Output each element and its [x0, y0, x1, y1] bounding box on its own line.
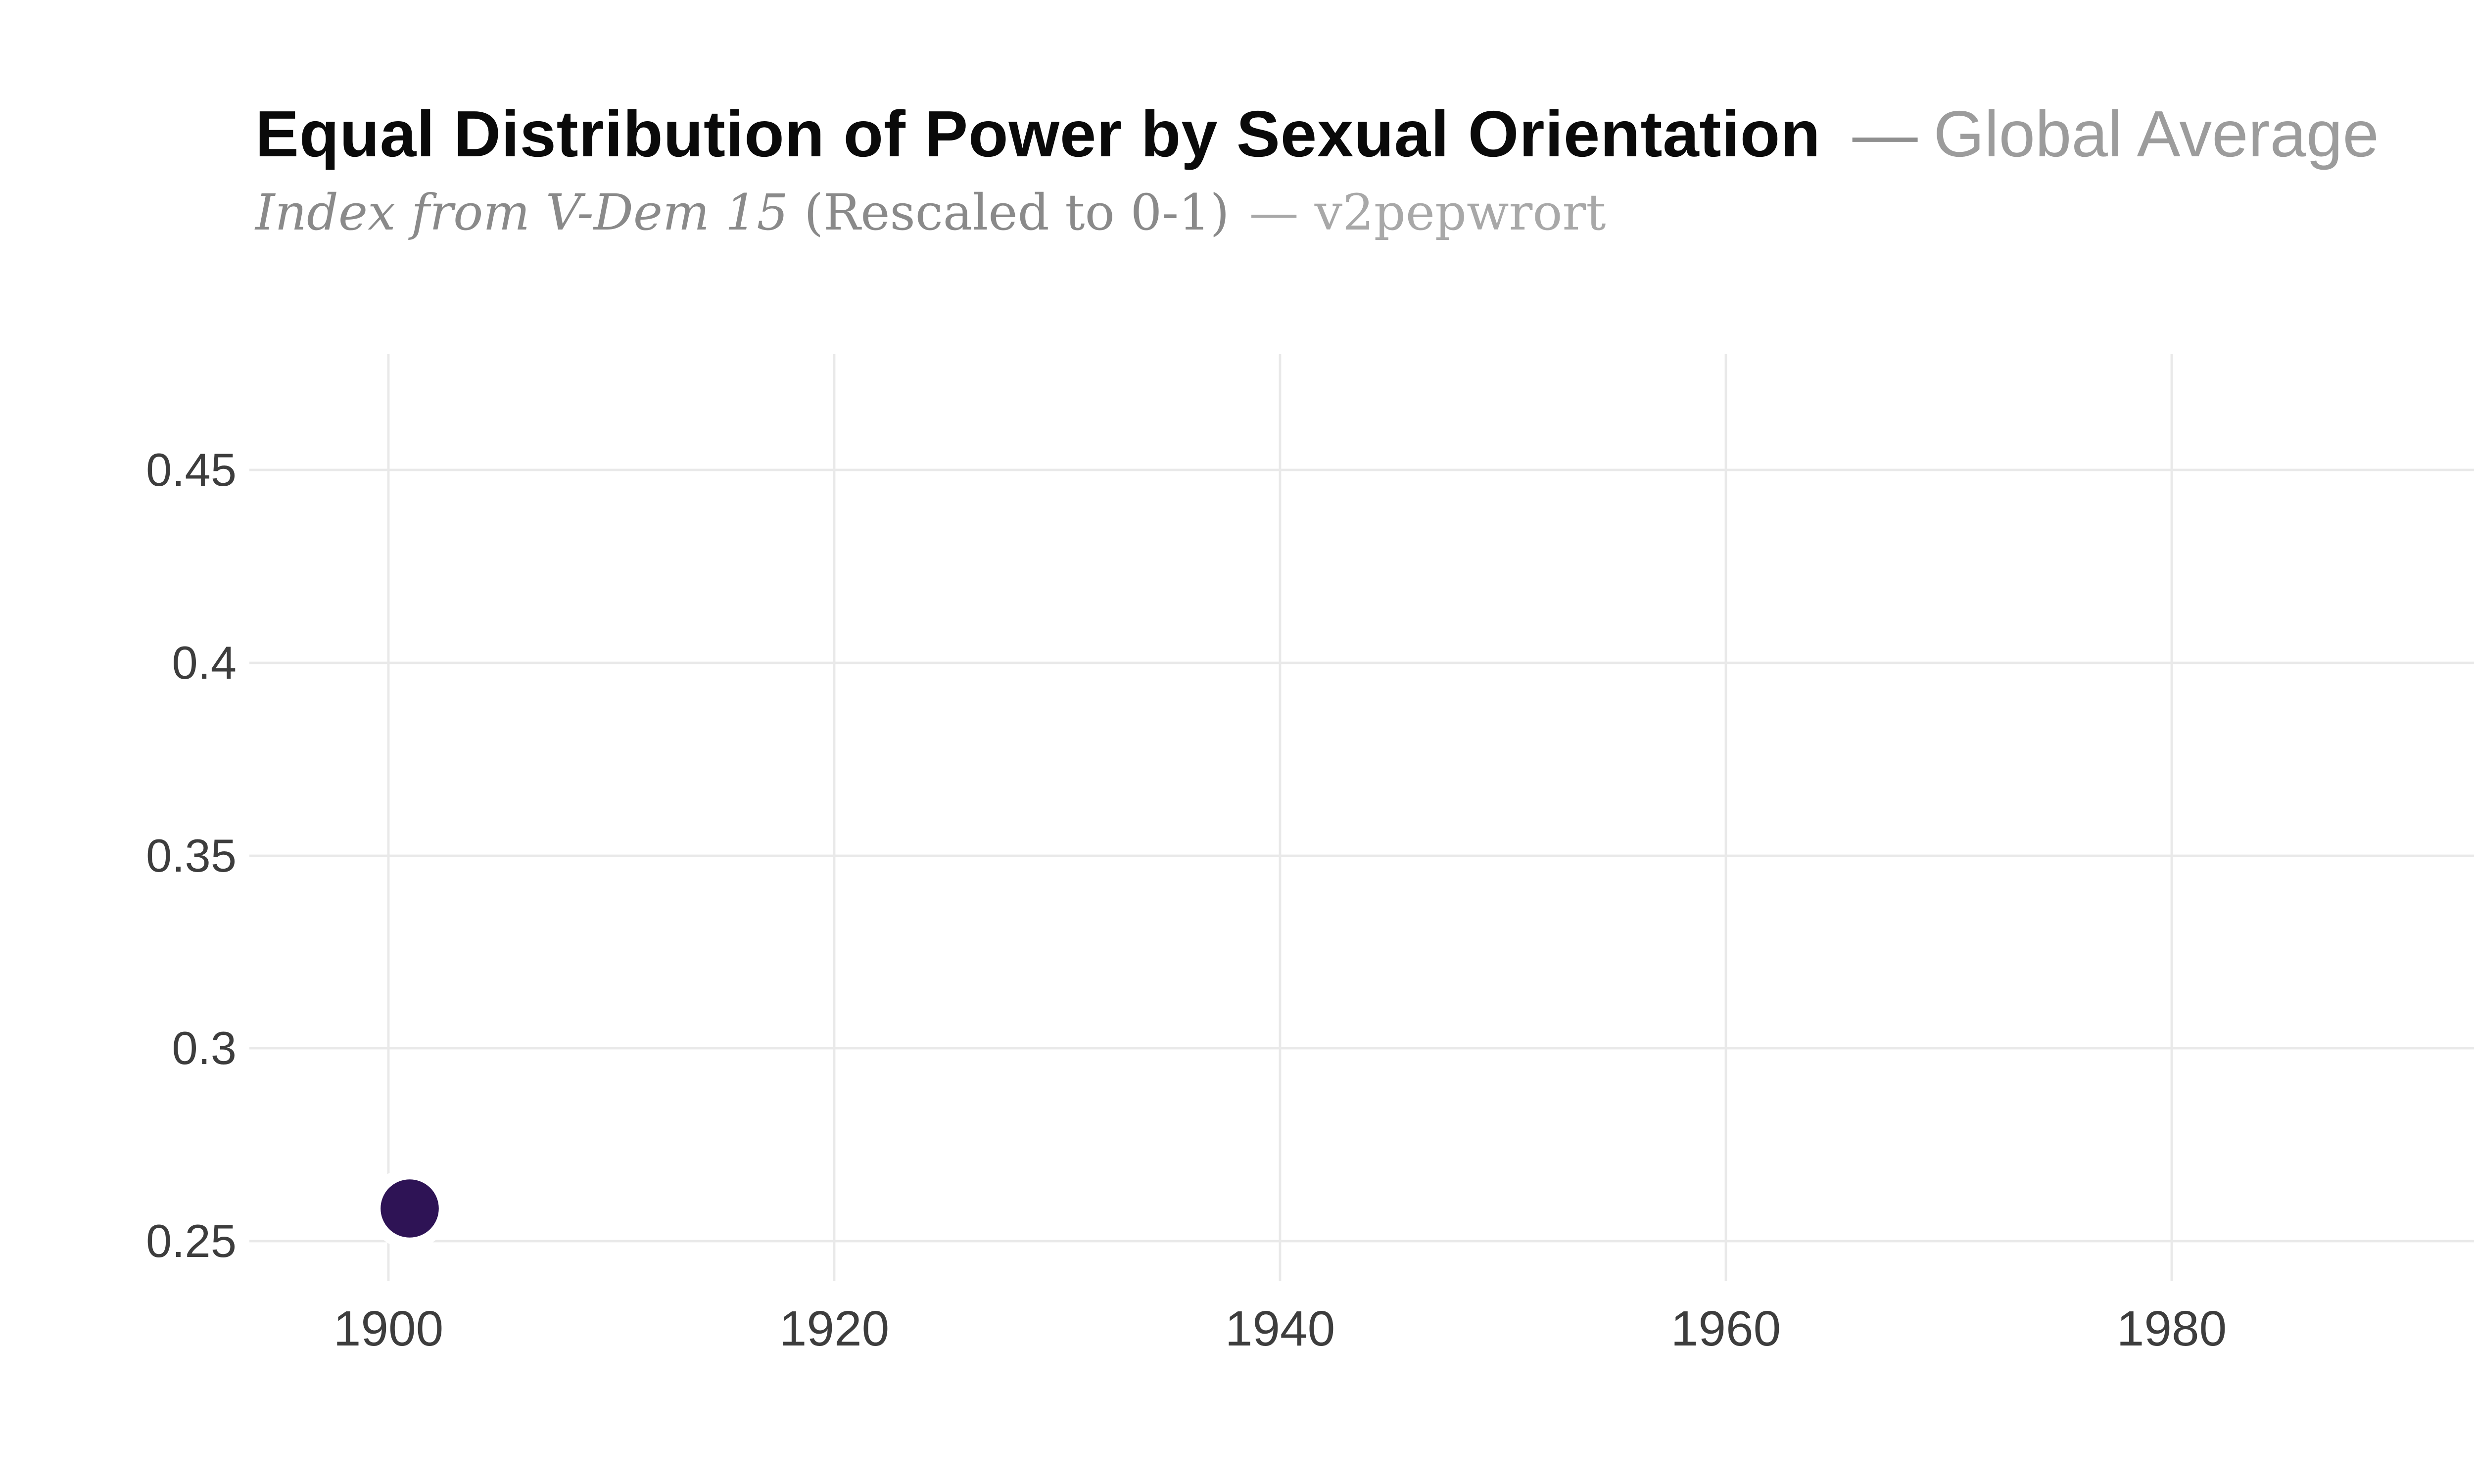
chart-title: Equal Distribution of Power by Sexual Or…	[255, 97, 1821, 170]
vertical-gridlines	[387, 354, 2173, 1281]
y-tick-label: 0.3	[172, 1022, 237, 1074]
horizontal-gridlines	[249, 468, 2474, 1243]
y-tick-label: 0.45	[146, 444, 237, 496]
subtitle-line: Index from V-Dem 15 (Rescaled to 0-1) — v2p…	[255, 185, 2379, 244]
x-tick-label: 1940	[1225, 1301, 1335, 1356]
x-tick-label: 1900	[333, 1301, 443, 1356]
y-axis-labels: 0.45 0.4 0.35 0.3 0.25	[146, 444, 237, 1267]
x-tick-label: 1960	[1671, 1301, 1781, 1356]
title-separator: —	[1852, 97, 1918, 170]
y-tick-label: 0.35	[146, 830, 237, 881]
x-tick-label: 1980	[2117, 1301, 2227, 1356]
subtitle-variable-code: v2pepwrort	[1314, 185, 1606, 242]
subtitle-source: Index from V-Dem 15	[255, 185, 788, 242]
subtitle-note: (Rescaled to 0-1)	[804, 185, 1230, 242]
title-line: Equal Distribution of Power by Sexual Or…	[255, 97, 2379, 171]
subtitle-separator: —	[1249, 185, 1299, 242]
x-tick-label: 1920	[779, 1301, 889, 1356]
chart-header: Equal Distribution of Power by Sexual Or…	[255, 97, 2379, 244]
chart-title-suffix: Global Average	[1933, 97, 2379, 170]
y-tick-label: 0.25	[146, 1215, 237, 1267]
x-axis-labels: 1900 1920 1940 1960 1980 2000 2020	[333, 1301, 2227, 1356]
y-tick-label: 0.4	[172, 637, 237, 689]
data-point-1901[interactable]	[369, 1167, 451, 1250]
